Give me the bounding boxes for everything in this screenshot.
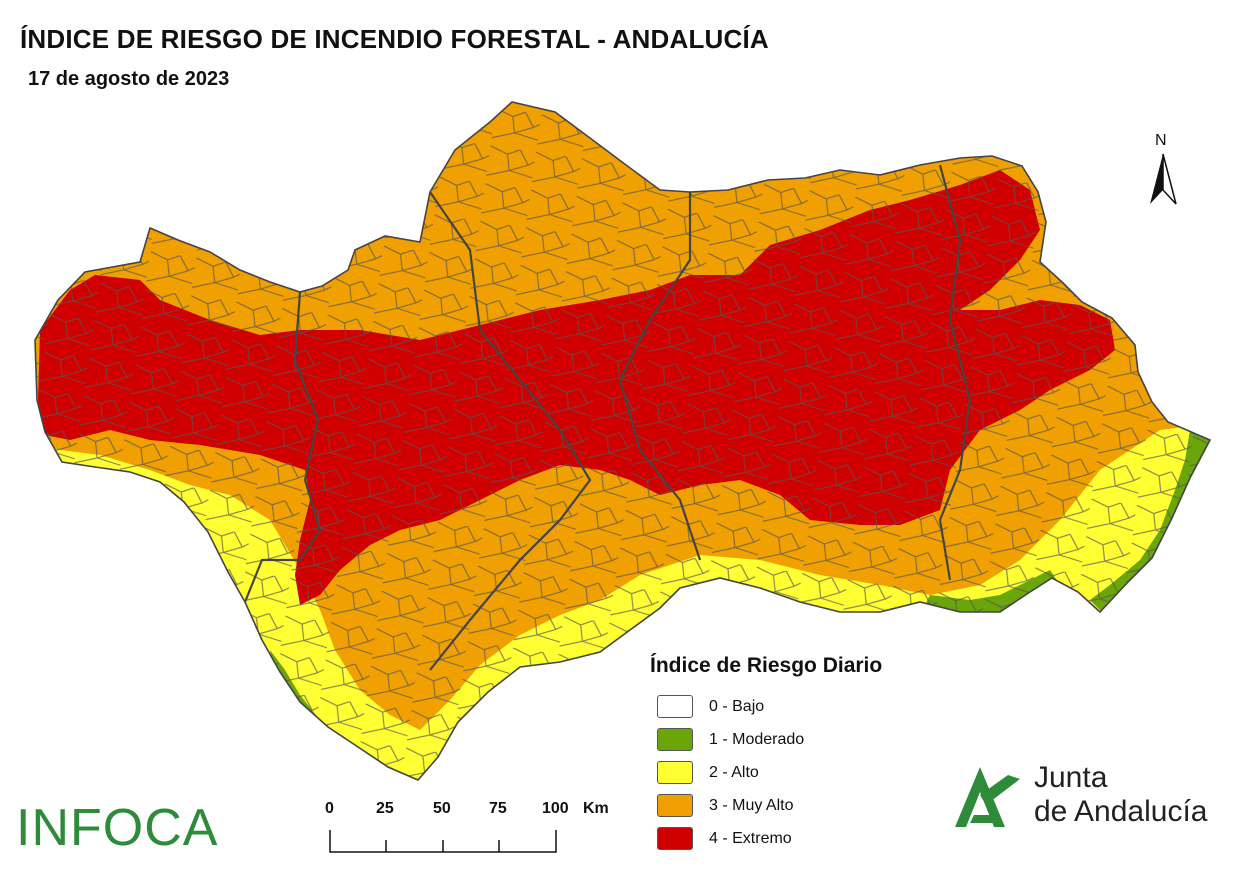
north-label: N — [1155, 132, 1167, 149]
infoca-logo: INFOCA — [16, 799, 219, 857]
page-title: ÍNDICE DE RIESGO DE INCENDIO FORESTAL - … — [20, 24, 769, 54]
legend-item: 0 - Bajo — [650, 690, 882, 723]
scale-unit: Km — [583, 800, 609, 817]
legend-title: Índice de Riesgo Diario — [650, 654, 883, 677]
legend-label: 4 - Extremo — [709, 829, 792, 847]
legend-label: 3 - Muy Alto — [709, 796, 794, 814]
scale-tick-label: 50 — [433, 800, 451, 817]
legend-swatch-alto — [657, 761, 693, 784]
scale-bar: 0 25 50 75 100 Km — [318, 800, 618, 860]
legend-item: 2 - Alto — [650, 756, 882, 789]
scale-bar-line — [329, 830, 557, 853]
scale-tick-label: 75 — [489, 800, 507, 817]
legend-swatch-bajo — [657, 695, 693, 718]
legend-swatch-extremo — [657, 827, 693, 850]
legend-item: 3 - Muy Alto — [650, 789, 882, 822]
legend-item: 1 - Moderado — [650, 723, 882, 756]
scale-tick-label: 0 — [325, 800, 334, 817]
scale-tick-label: 100 — [542, 800, 569, 817]
north-arrow-icon — [1150, 153, 1177, 205]
junta-andalucia-wordmark: Junta de Andalucía — [1034, 761, 1207, 829]
map-date: 17 de agosto de 2023 — [28, 68, 230, 90]
scale-tick-label: 25 — [376, 800, 394, 817]
junta-andalucia-logo-icon — [955, 767, 1020, 827]
legend-label: 0 - Bajo — [709, 697, 765, 715]
legend-label: 2 - Alto — [709, 763, 759, 781]
junta-line2: de Andalucía — [1034, 795, 1208, 828]
legend-swatch-moderado — [657, 728, 693, 751]
legend-label: 1 - Moderado — [709, 730, 805, 748]
legend-item: 4 - Extremo — [650, 822, 882, 855]
legend-swatch-muy-alto — [657, 794, 693, 817]
junta-line1: Junta — [1034, 761, 1108, 794]
legend: Índice de Riesgo Diario 0 - Bajo 1 - Mod… — [650, 654, 882, 855]
